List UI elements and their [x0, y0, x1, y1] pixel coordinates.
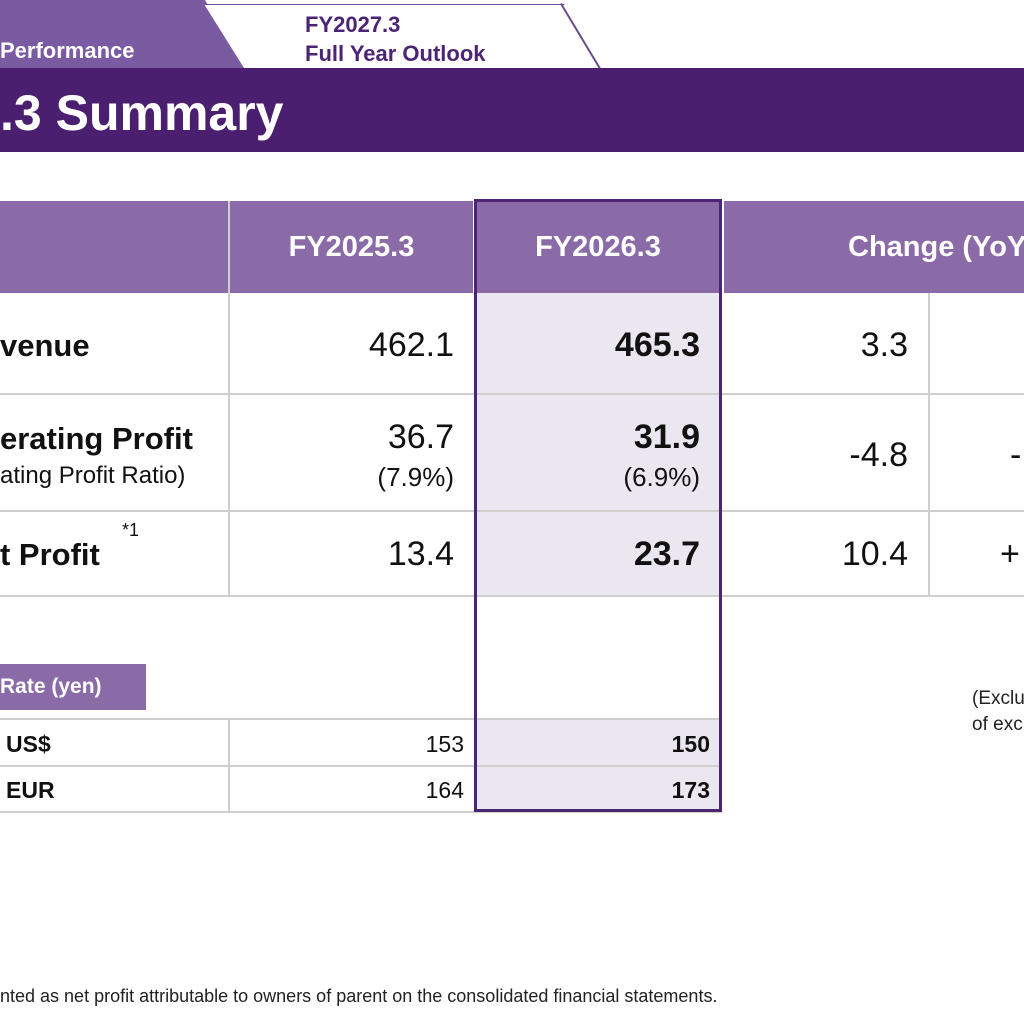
op-fy2025: 36.7 — [387, 418, 454, 456]
np-change: 10.4 — [841, 535, 908, 573]
footnote-text: nted as net profit attributable to owner… — [0, 986, 718, 1006]
grid-line — [0, 811, 722, 813]
rate-usd-fy2025: 153 — [425, 731, 464, 757]
highlight-column-bg — [476, 293, 721, 596]
revenue-fy2026: 465.3 — [614, 326, 700, 364]
grid-line — [228, 718, 230, 812]
op-change: -4.8 — [849, 436, 908, 474]
tab-performance-label: Performance — [0, 38, 135, 63]
op-ratio-fy2026: (6.9%) — [623, 462, 700, 492]
tab-performance[interactable] — [0, 0, 245, 68]
np-fy2026: 23.7 — [633, 535, 700, 573]
grid-line — [0, 765, 722, 767]
rate-currency-usd: US$ — [6, 731, 51, 757]
revenue-change: 3.3 — [860, 326, 908, 364]
grid-line — [0, 718, 722, 720]
op-change-pct: - — [1010, 436, 1022, 474]
row-label-operating-profit: erating Profit — [0, 421, 193, 456]
highlight-rate-bg — [476, 718, 721, 811]
side-note-line2: of exc — [972, 714, 1023, 735]
rate-eur-fy2026: 173 — [671, 777, 710, 803]
np-fy2025: 13.4 — [387, 535, 454, 573]
highlight-frame-fy2026 — [474, 199, 722, 812]
grid-line — [228, 201, 230, 596]
grid-line — [928, 293, 930, 596]
row-label-net-profit: t Profit — [0, 537, 100, 572]
op-ratio-fy2025: (7.9%) — [377, 462, 454, 492]
row-label-revenue: venue — [0, 328, 90, 363]
np-change-pct: + — [1000, 535, 1020, 573]
row-sublabel-op-ratio: ating Profit Ratio) — [0, 462, 186, 489]
header-change: Change (YoY — [724, 201, 1024, 293]
tab-full-year-outlook-label: FY2027.3 Full Year Outlook — [305, 10, 486, 68]
side-note: (Exclu of exc — [972, 686, 1024, 738]
revenue-fy2025: 462.1 — [368, 326, 454, 364]
rate-currency-eur: EUR — [6, 777, 55, 803]
op-fy2026: 31.9 — [633, 418, 700, 456]
header-fy2026: FY2026.3 — [475, 201, 721, 293]
tab-full-year-outlook[interactable] — [204, 4, 604, 68]
tab-outlook-line1: FY2027.3 — [305, 12, 401, 37]
header-blank — [0, 201, 228, 293]
rate-eur-fy2025: 164 — [425, 777, 464, 803]
title-bar — [0, 68, 1024, 152]
side-note-line1: (Exclu — [972, 688, 1024, 709]
header-fy2025: FY2025.3 — [230, 201, 473, 293]
tab-outlook-line2: Full Year Outlook — [305, 41, 486, 66]
grid-line — [0, 510, 1024, 512]
grid-line — [0, 595, 1024, 597]
page-title: .3 Summary — [0, 85, 284, 141]
grid-line — [0, 393, 1024, 395]
footnote-mark: *1 — [122, 520, 140, 540]
rate-usd-fy2026: 150 — [671, 731, 710, 757]
exchange-rate-header: Rate (yen) — [0, 664, 146, 710]
